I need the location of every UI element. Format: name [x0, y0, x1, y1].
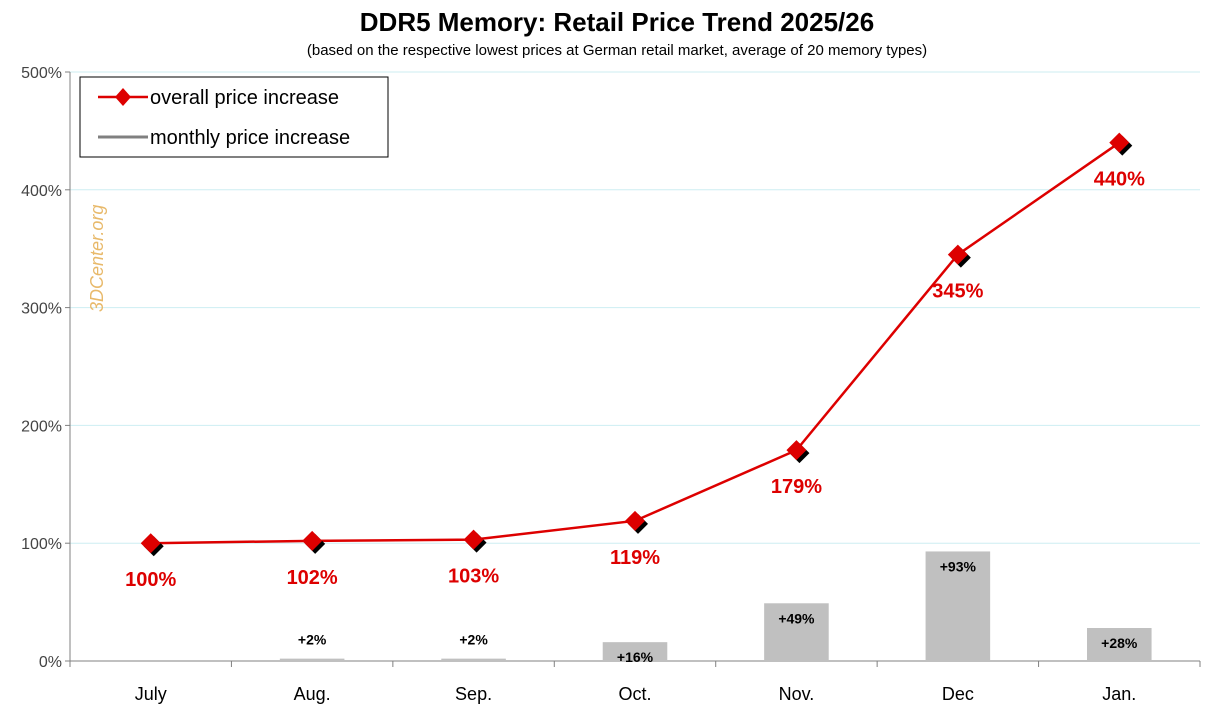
chart-title: DDR5 Memory: Retail Price Trend 2025/26 — [360, 7, 874, 37]
chart-subtitle: (based on the respective lowest prices a… — [307, 42, 927, 59]
y-axis-ticks: 0% 100% 200% 300% 400% 500% — [21, 65, 70, 671]
legend-label-monthly: monthly price increase — [150, 127, 350, 149]
y-tick-label: 200% — [21, 418, 62, 435]
x-tick-label: July — [135, 684, 167, 704]
overall-data-label: 179% — [771, 476, 822, 498]
y-tick-label: 400% — [21, 183, 62, 200]
y-tick-label: 300% — [21, 301, 62, 318]
overall-data-label: 119% — [610, 547, 660, 569]
overall-point — [302, 530, 323, 551]
x-axis-ticks: July Aug. Sep. Oct. Nov. Dec Jan. — [69, 661, 1201, 704]
overall-point — [1109, 132, 1130, 153]
monthly-data-label: +2% — [298, 632, 327, 648]
overall-point — [140, 533, 161, 554]
monthly-bar — [602, 642, 668, 661]
monthly-data-label: +49% — [778, 610, 815, 626]
overall-point — [786, 440, 807, 461]
overall-data-label: 103% — [448, 566, 499, 588]
x-tick-label: Dec — [942, 684, 974, 704]
y-tick-label: 500% — [21, 65, 62, 82]
data-labels: +2% +2% +16% +49% +93% +28% 100% 102% 103% 119% 17… — [125, 169, 1145, 665]
y-tick-label: 100% — [21, 536, 62, 553]
overall-point — [625, 510, 645, 531]
monthly-bar — [925, 551, 991, 661]
x-tick-label: Oct. — [618, 684, 651, 704]
overall-data-label: 440% — [1094, 169, 1145, 191]
x-tick-label: Nov. — [779, 684, 815, 704]
monthly-bar — [1087, 628, 1152, 661]
x-tick-label: Sep. — [455, 684, 492, 704]
overall-data-label: 345% — [932, 281, 983, 303]
x-tick-label: Jan. — [1102, 684, 1136, 704]
overall-data-label: 102% — [287, 567, 338, 589]
overall-line — [140, 132, 1133, 557]
legend: overall price increase monthly price inc… — [79, 76, 389, 158]
x-tick-label: Aug. — [294, 684, 331, 704]
legend-label-overall: overall price increase — [150, 87, 339, 109]
overall-point — [947, 244, 968, 265]
monthly-bar — [764, 603, 829, 661]
monthly-data-label: +16% — [617, 649, 654, 665]
overall-point — [463, 529, 484, 550]
monthly-bar — [441, 658, 506, 661]
monthly-data-label: +2% — [459, 632, 488, 648]
legend-box — [79, 76, 389, 158]
monthly-data-label: +28% — [1101, 635, 1138, 651]
overall-data-label: 100% — [125, 569, 176, 591]
monthly-bars — [279, 551, 1152, 661]
monthly-data-label: +93% — [940, 558, 977, 574]
monthly-bar — [279, 658, 345, 661]
y-tick-label: 0% — [39, 654, 62, 671]
legend-diamond-overall — [115, 88, 131, 106]
grid-lines — [70, 71, 1200, 544]
watermark: 3DCenter.org — [87, 205, 107, 312]
